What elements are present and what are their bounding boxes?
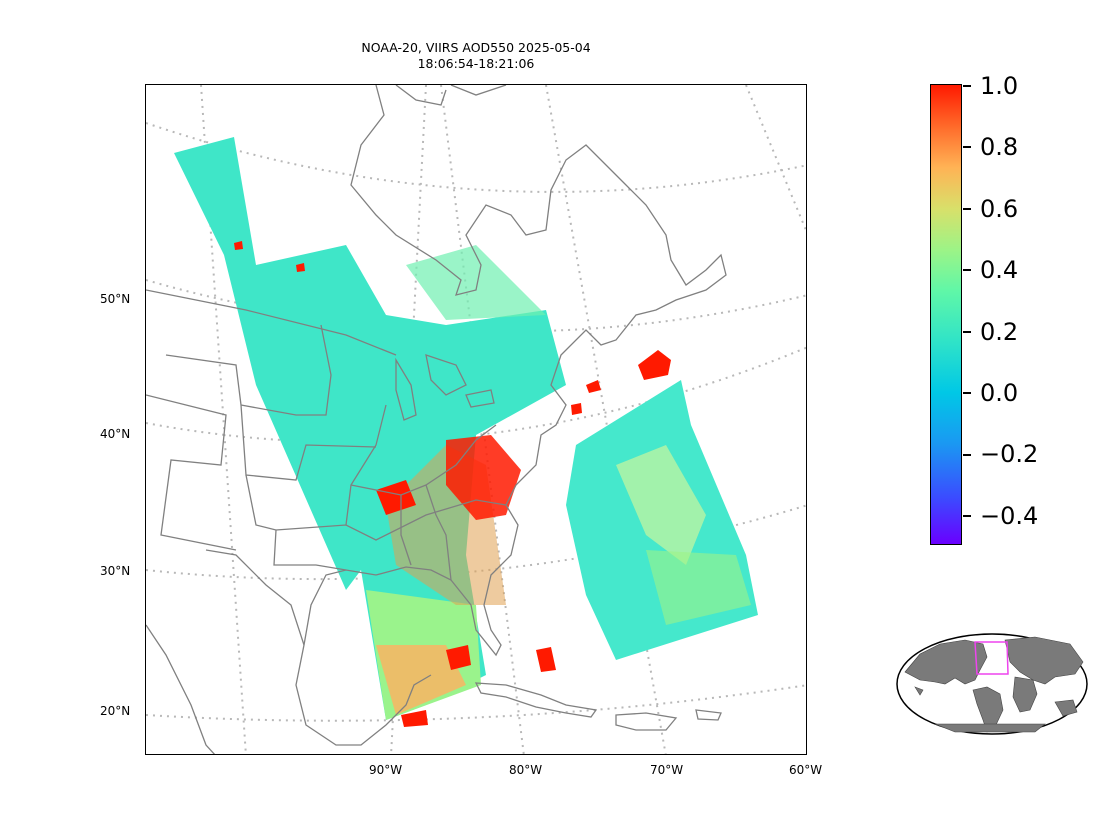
lat-gridlines [146, 122, 806, 722]
colorbar-label: 0.8 [980, 133, 1019, 161]
lon-label-70w: 70°W [650, 763, 684, 777]
title-line-1: NOAA-20, VIIRS AOD550 2025-05-04 [361, 40, 591, 55]
lat-label-50n: 50°N [100, 292, 131, 306]
colorbar-label: −0.4 [980, 502, 1039, 530]
coastlines [146, 85, 727, 754]
aod-swath-west [174, 137, 566, 720]
colorbar-tick [963, 331, 971, 333]
title-line-2: 18:06:54-18:21:06 [417, 56, 535, 71]
map-title: NOAA-20, VIIRS AOD550 2025-05-04 18:06:5… [145, 40, 807, 72]
lon-label-80w: 80°W [509, 763, 543, 777]
colorbar-label: 0.4 [980, 256, 1019, 284]
colorbar-label: −0.2 [980, 440, 1039, 468]
lat-label-40n: 40°N [100, 427, 131, 441]
colorbar-label: 0.2 [980, 318, 1019, 346]
lon-label-90w: 90°W [369, 763, 403, 777]
world-globe-icon [896, 633, 1088, 735]
map-panel[interactable] [145, 84, 807, 755]
colorbar-tick [963, 146, 971, 148]
aod-swath-east [566, 380, 758, 660]
colorbar-label: 0.6 [980, 195, 1019, 223]
colorbar [930, 84, 962, 545]
colorbar-tick [963, 392, 971, 394]
colorbar-tick [963, 515, 971, 517]
colorbar-tick [963, 269, 971, 271]
lat-label-30n: 30°N [100, 564, 131, 578]
colorbar-tick [963, 208, 971, 210]
lon-label-60w: 60°W [789, 763, 823, 777]
lat-label-20n: 20°N [100, 704, 131, 718]
map-canvas [146, 85, 806, 754]
high-aod-patches [234, 241, 671, 727]
colorbar-tick [963, 85, 971, 87]
colorbar-tick [963, 454, 971, 456]
colorbar-label: 0.0 [980, 379, 1019, 407]
colorbar-label: 1.0 [980, 72, 1019, 100]
